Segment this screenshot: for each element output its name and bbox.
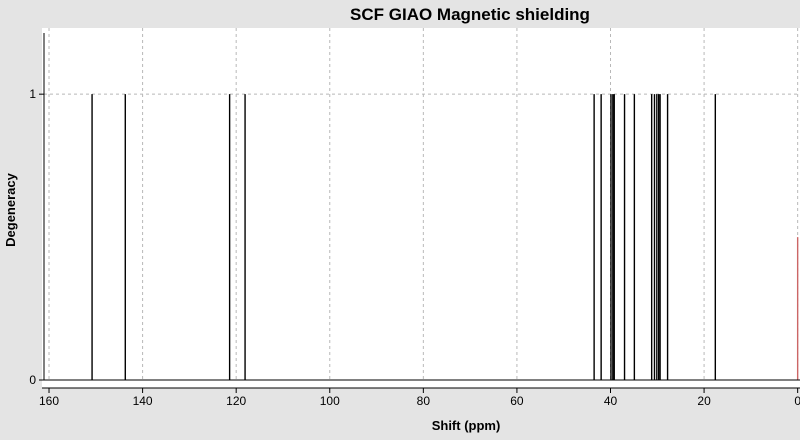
- x-tick-label-6: 40: [604, 394, 618, 408]
- x-tick-label-2: 120: [226, 394, 246, 408]
- x-axis-label: Shift (ppm): [432, 418, 501, 433]
- tick-labels: 160 140 120 100 80 60 40 20 0 0 1: [29, 87, 800, 408]
- x-tick-label-5: 60: [510, 394, 524, 408]
- x-tick-label-4: 80: [417, 394, 431, 408]
- y-tick-label-0: 0: [29, 373, 36, 387]
- x-tick-label-1: 140: [133, 394, 153, 408]
- spectrum-lines: [91, 94, 799, 380]
- y-axis-label: Degeneracy: [3, 172, 18, 246]
- x-tick-label-8: 0: [794, 394, 800, 408]
- plot-area: [42, 28, 800, 388]
- x-tick-label-3: 100: [320, 394, 340, 408]
- axes: [39, 33, 800, 393]
- x-tick-label-0: 160: [39, 394, 59, 408]
- chart-title: SCF GIAO Magnetic shielding: [350, 5, 590, 24]
- y-tick-label-1: 1: [29, 87, 36, 101]
- x-tick-label-7: 20: [697, 394, 711, 408]
